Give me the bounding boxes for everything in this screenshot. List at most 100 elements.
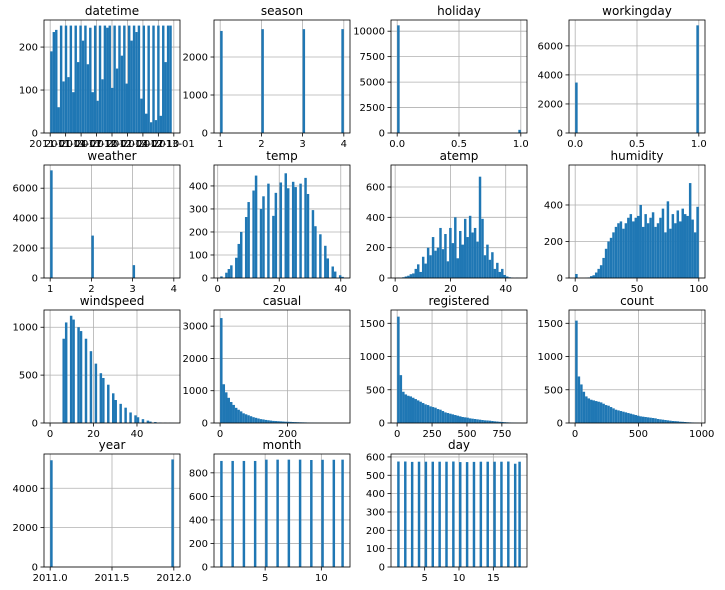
histogram-bar bbox=[326, 258, 330, 278]
histogram-bar bbox=[419, 271, 422, 278]
y-tick-label: 0 bbox=[32, 419, 38, 430]
y-tick-label: 2000 bbox=[13, 523, 38, 534]
histogram-bar bbox=[599, 402, 603, 423]
subplot: 2011-012011-042011-072011-102012-012012-… bbox=[19, 4, 195, 150]
histogram-bar bbox=[341, 276, 344, 278]
histogram-bar bbox=[575, 82, 578, 133]
histogram-bar bbox=[417, 461, 421, 567]
y-tick-label: 200 bbox=[189, 227, 208, 238]
y-tick-label: 100 bbox=[366, 544, 385, 555]
histogram-bar bbox=[451, 414, 455, 423]
x-tick-label: 0 bbox=[572, 284, 578, 295]
histogram-bar bbox=[130, 40, 133, 133]
histogram-bar bbox=[249, 416, 253, 423]
x-tick-label: 1.0 bbox=[513, 139, 529, 150]
histogram-bar bbox=[149, 122, 153, 133]
y-tick-label: 0 bbox=[379, 563, 385, 574]
x-tick-label: 2012-07 bbox=[122, 139, 164, 150]
histogram-bar bbox=[113, 25, 116, 133]
histogram-bar bbox=[441, 249, 445, 278]
histogram-bar bbox=[609, 237, 613, 278]
axes-frame bbox=[568, 309, 706, 424]
x-tick-label: 20 bbox=[444, 284, 457, 295]
histogram-bar bbox=[154, 422, 157, 423]
axes-frame bbox=[213, 309, 351, 424]
histogram-bar bbox=[134, 415, 137, 423]
histogram-bar bbox=[89, 27, 92, 133]
subplot: 2011.0 2011.5 2012.0 0 2000 4000 year bbox=[13, 438, 192, 584]
histogram-bar bbox=[81, 40, 85, 133]
histogram-bar bbox=[237, 409, 240, 423]
histogram-bar bbox=[513, 463, 517, 567]
histogram-bar bbox=[171, 459, 174, 567]
histogram-bar bbox=[76, 62, 80, 134]
y-tick-label: 0 bbox=[379, 129, 385, 140]
histogram-bar bbox=[137, 25, 141, 133]
histogram-bar bbox=[459, 462, 462, 567]
histogram-bar bbox=[154, 120, 158, 133]
histogram-bar bbox=[291, 181, 295, 278]
histogram-bar bbox=[227, 397, 230, 423]
y-tick-label: 200 bbox=[366, 526, 385, 537]
x-tick-label: 750 bbox=[492, 429, 511, 440]
y-tick-label: 2000 bbox=[183, 53, 208, 64]
histogram-bar bbox=[679, 221, 682, 278]
histogram-bar bbox=[491, 252, 494, 278]
histogram-bar bbox=[429, 406, 432, 423]
histogram-bar bbox=[488, 420, 492, 423]
y-tick-label: 200 bbox=[19, 43, 38, 54]
histogram-bar bbox=[115, 68, 119, 133]
subplot-title: month bbox=[263, 438, 302, 452]
histogram-bar bbox=[306, 193, 310, 278]
y-tick-label: 0 bbox=[32, 274, 38, 285]
histogram-bar bbox=[446, 413, 450, 423]
histogram-bar bbox=[124, 407, 127, 423]
histogram-bar bbox=[227, 269, 231, 278]
histogram-bar bbox=[397, 25, 400, 133]
histogram-bar bbox=[410, 461, 414, 567]
histogram-bar bbox=[646, 223, 650, 278]
histogram-bar bbox=[444, 412, 447, 423]
histogram-bar bbox=[622, 411, 625, 423]
histogram-bar bbox=[129, 412, 132, 423]
histogram-bar bbox=[265, 459, 268, 567]
histogram-bar bbox=[412, 273, 415, 278]
histogram-bar bbox=[597, 401, 600, 423]
subplot: 0 50 100 0 200 400 humidity bbox=[544, 149, 708, 295]
x-tick-label: 4 bbox=[171, 284, 177, 295]
histogram-bar bbox=[397, 461, 400, 567]
histogram-bar bbox=[498, 271, 502, 278]
subplot: 1 2 3 4 0 2000 4000 6000 weather bbox=[13, 149, 181, 295]
subplot: 5 10 0 200 400 600 800 month bbox=[189, 438, 351, 584]
histogram-bar bbox=[404, 394, 408, 423]
axes-frame bbox=[43, 453, 181, 568]
histogram-bar bbox=[262, 196, 265, 278]
axes-frame bbox=[390, 309, 528, 424]
subplot: 0 250 500 750 0 500 1000 1500 registered bbox=[360, 294, 528, 440]
x-tick-label: 0 bbox=[215, 284, 221, 295]
histogram-bar bbox=[676, 421, 680, 423]
histogram-bar bbox=[659, 217, 662, 278]
histogram-bar bbox=[493, 461, 496, 567]
y-tick-label: 0 bbox=[379, 274, 385, 285]
histogram-bar bbox=[463, 417, 467, 423]
histogram-bar bbox=[639, 416, 642, 423]
histogram-bar bbox=[585, 396, 588, 423]
x-tick-label: 0 bbox=[394, 429, 400, 440]
histogram-bar bbox=[493, 268, 497, 278]
histogram-bar bbox=[518, 461, 521, 567]
histogram-bar bbox=[449, 413, 452, 423]
y-tick-label: 1000 bbox=[13, 323, 38, 334]
histogram-bar bbox=[125, 83, 128, 133]
x-tick-label: 500 bbox=[457, 429, 476, 440]
histogram-bar bbox=[580, 384, 583, 423]
histogram-bar bbox=[114, 400, 117, 423]
histogram-bar bbox=[466, 417, 469, 423]
histogram-bar bbox=[587, 398, 591, 423]
y-tick-label: 6000 bbox=[538, 41, 563, 52]
histogram-bar bbox=[411, 397, 415, 423]
histogram-bar bbox=[431, 237, 435, 278]
histogram-bar bbox=[135, 32, 138, 133]
subplot-title: year bbox=[99, 438, 126, 452]
histogram-bar bbox=[225, 272, 228, 278]
